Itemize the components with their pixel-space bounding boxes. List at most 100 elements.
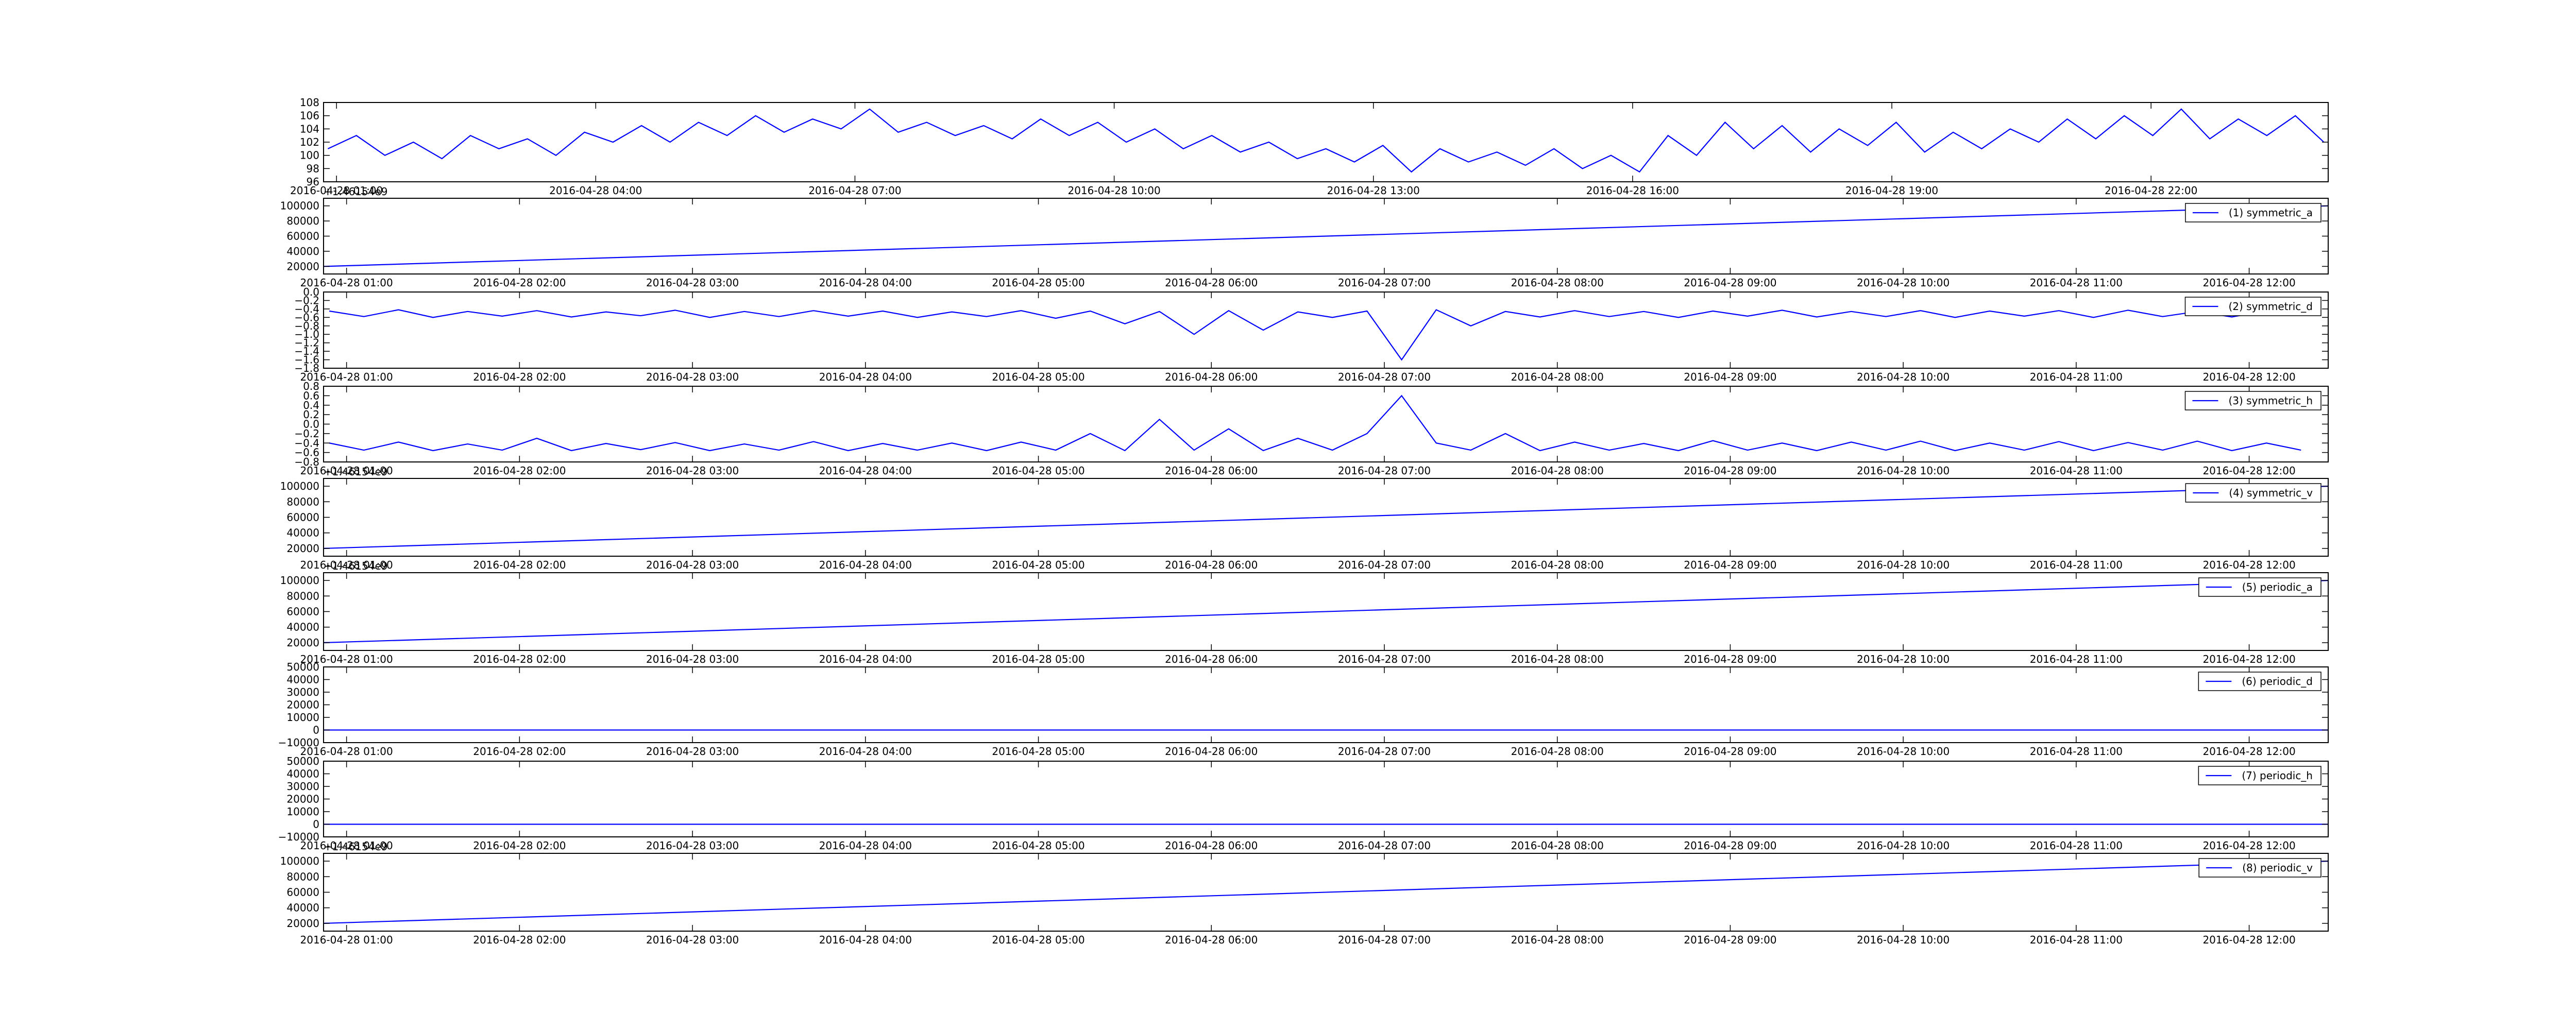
legend: (1) symmetric_a: [2185, 203, 2321, 222]
offset-text: +1.46154e9: [324, 185, 388, 198]
x-tick-label: 2016-04-28 03:00: [646, 745, 739, 758]
x-tick-label: 2016-04-28 07:00: [1338, 839, 1431, 852]
legend-label: (2) symmetric_d: [2228, 300, 2313, 313]
legend-label: (5) periodic_a: [2242, 581, 2313, 593]
y-tick-label: 40000: [286, 674, 319, 686]
x-tick-label: 2016-04-28 05:00: [992, 745, 1084, 758]
y-tick-label: −10000: [278, 736, 319, 749]
offset-text: +1.46154e9: [324, 466, 388, 478]
x-tick-label: 2016-04-28 04:00: [819, 745, 912, 758]
x-tick-label: 2016-04-28 11:00: [2030, 465, 2123, 477]
y-tick-label: 50000: [286, 755, 319, 767]
x-tick-label: 2016-04-28 02:00: [473, 559, 566, 571]
x-tick-label: 2016-04-28 07:00: [1338, 465, 1431, 477]
x-tick-label: 2016-04-28 07:00: [1338, 745, 1431, 758]
legend-label: (7) periodic_h: [2242, 769, 2313, 782]
panel: 20000 40000 60000 80000 100000 2016-04-28 01:…: [280, 466, 2329, 571]
x-tick-label: 2016-04-28 03:00: [646, 653, 739, 665]
y-tick-label: 0: [313, 724, 319, 736]
y-tick-label: 0.6: [303, 389, 319, 402]
x-tick-label: 2016-04-28 04:00: [819, 934, 912, 946]
y-tick-label: 20000: [286, 260, 319, 272]
data-line: [324, 580, 2328, 643]
y-tick-label: −10000: [278, 831, 319, 843]
y-tick-label: 20000: [286, 542, 319, 555]
y-tick-label: 20000: [286, 917, 319, 930]
legend: (2) symmetric_d: [2184, 297, 2321, 316]
x-tick-label: 2016-04-28 09:00: [1684, 653, 1776, 665]
y-tick-label: 100: [300, 149, 319, 162]
x-tick-label: 2016-04-28 05:00: [992, 465, 1084, 477]
legend-label: (6) periodic_d: [2242, 675, 2313, 688]
panel: 20000 40000 60000 80000 100000 2016-04-28 01:…: [280, 840, 2329, 946]
y-tick-label: 80000: [286, 590, 319, 602]
x-tick-label: 2016-04-28 06:00: [1165, 559, 1258, 571]
x-tick-label: 2016-04-28 13:00: [1327, 184, 1420, 197]
x-tick-label: 2016-04-28 05:00: [992, 277, 1084, 289]
x-tick-label: 2016-04-28 08:00: [1511, 934, 1604, 946]
data-line: [324, 861, 2328, 924]
y-tick-label: −0.4: [294, 437, 319, 449]
legend: (6) periodic_d: [2198, 672, 2321, 691]
x-tick-label: 2016-04-28 01:00: [300, 559, 393, 571]
legend-label: (3) symmetric_h: [2228, 394, 2313, 407]
legend-label: (8) periodic_v: [2242, 862, 2313, 874]
x-tick-label: 2016-04-28 03:00: [646, 934, 739, 946]
y-tick-label: −0.8: [294, 320, 319, 332]
x-tick-label: 2016-04-28 05:00: [992, 559, 1084, 571]
x-tick-label: 2016-04-28 01:00: [300, 839, 393, 852]
x-tick-label: 2016-04-28 12:00: [2202, 559, 2295, 571]
y-tick-label: 102: [300, 136, 319, 148]
x-tick-label: 2016-04-28 02:00: [473, 934, 566, 946]
x-tick-label: 2016-04-28 03:00: [646, 277, 739, 289]
data-line: [324, 205, 2328, 267]
y-tick-label: 10000: [286, 711, 319, 724]
x-tick-label: 2016-04-28 09:00: [1684, 839, 1776, 852]
y-tick-label: 30000: [286, 780, 319, 793]
x-tick-label: 2016-04-28 09:00: [1684, 465, 1776, 477]
x-tick-label: 2016-04-28 07:00: [1338, 371, 1431, 383]
plot-area: [324, 667, 2328, 743]
y-tick-label: −0.6: [294, 447, 319, 459]
x-tick-label: 2016-04-28 12:00: [2202, 465, 2295, 477]
y-tick-label: 108: [300, 96, 319, 109]
x-tick-label: 2016-04-28 12:00: [2202, 745, 2295, 758]
y-tick-label: 0: [313, 818, 319, 831]
y-tick-label: 106: [300, 110, 319, 122]
x-tick-label: 2016-04-28 02:00: [473, 839, 566, 852]
offset-text: +1.46154e9: [324, 560, 388, 572]
y-tick-label: 80000: [286, 495, 319, 508]
x-tick-label: 2016-04-28 05:00: [992, 839, 1084, 852]
panel: −1.8−1.6−1.4−1.2−1.0−0.8−0.6−0.4−0.20.0 2…: [294, 286, 2329, 383]
x-tick-label: 2016-04-28 06:00: [1165, 745, 1258, 758]
x-tick-label: 2016-04-28 07:00: [1338, 277, 1431, 289]
x-tick-label: 2016-04-28 11:00: [2030, 559, 2123, 571]
y-tick-label: −1.6: [294, 354, 319, 366]
legend: (3) symmetric_h: [2184, 391, 2321, 410]
panel: 20000 40000 60000 80000 100000 2016-04-28 01:…: [280, 185, 2329, 289]
x-tick-label: 2016-04-28 06:00: [1165, 653, 1258, 665]
x-tick-label: 2016-04-28 10:00: [1857, 745, 1950, 758]
x-tick-label: 2016-04-28 08:00: [1511, 559, 1604, 571]
y-tick-label: 0.0: [303, 418, 319, 431]
x-tick-label: 2016-04-28 22:00: [2105, 184, 2197, 197]
y-tick-label: 50000: [286, 661, 319, 673]
legend-box: [2198, 577, 2321, 597]
x-tick-label: 2016-04-28 01:00: [300, 277, 393, 289]
legend: (7) periodic_h: [2198, 766, 2321, 785]
x-tick-label: 2016-04-28 02:00: [473, 745, 566, 758]
x-tick-label: 2016-04-28 10:00: [1857, 371, 1950, 383]
y-tick-label: 60000: [286, 886, 319, 899]
x-tick-label: 2016-04-28 05:00: [992, 653, 1084, 665]
x-tick-label: 2016-04-28 11:00: [2030, 745, 2123, 758]
y-tick-label: −1.2: [294, 337, 319, 349]
x-tick-label: 2016-04-28 01:00: [300, 934, 393, 946]
y-tick-label: 0.2: [303, 408, 319, 421]
x-tick-label: 2016-04-28 02:00: [473, 371, 566, 383]
y-tick-label: 20000: [286, 793, 319, 805]
x-tick-label: 2016-04-28 08:00: [1511, 839, 1604, 852]
x-tick-label: 2016-04-28 09:00: [1684, 745, 1776, 758]
x-tick-label: 2016-04-28 04:00: [819, 653, 912, 665]
y-tick-label: 0.8: [303, 380, 319, 392]
